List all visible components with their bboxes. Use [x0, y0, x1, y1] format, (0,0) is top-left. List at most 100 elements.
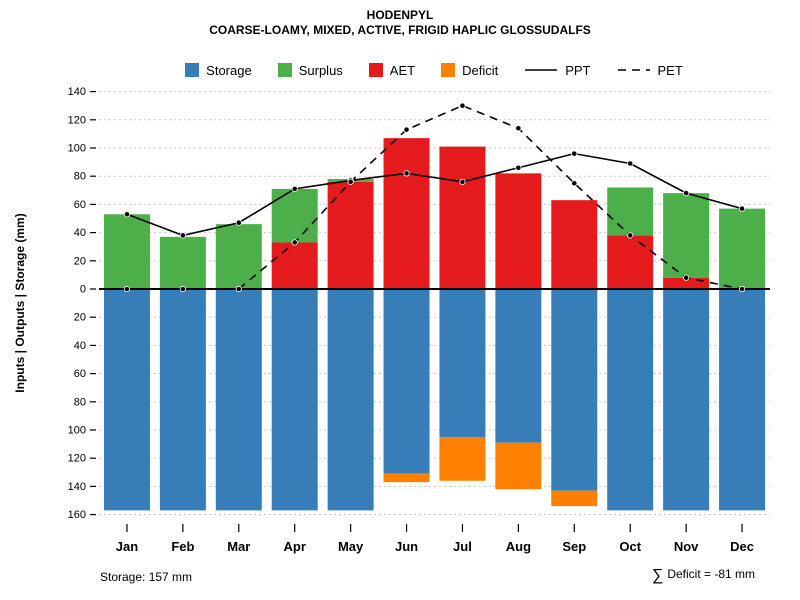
legend-label-surplus: Surplus — [298, 62, 343, 78]
legend-swatch-aet — [368, 63, 383, 77]
y-up-100-label: 100 — [68, 143, 86, 155]
pet-point-oct — [627, 232, 634, 239]
y-up-60-label: 60 — [74, 199, 86, 211]
legend-item-aet: AET — [368, 62, 416, 78]
x-tick-label-jul: Jul — [453, 539, 472, 554]
pet-point-aug — [515, 125, 522, 132]
bar-surplus-dec — [719, 208, 766, 289]
bar-deficit-aug — [495, 442, 542, 490]
bar-storage-dec — [719, 289, 766, 511]
x-tick-label-sep: Sep — [562, 539, 586, 554]
bar-surplus-oct — [607, 187, 654, 236]
y-up-20-label: 20 — [74, 255, 86, 267]
ppt-point-dec — [738, 205, 746, 212]
bar-aet-apr — [271, 242, 318, 289]
legend-label-aet: AET — [389, 62, 416, 78]
legend-item-ppt: PPT — [524, 62, 591, 78]
storage-note: Storage: 157 mm — [100, 570, 193, 584]
y-down-120-label: 120 — [68, 453, 86, 465]
bar-aet-oct — [607, 235, 654, 289]
y-up-120-label: 120 — [68, 114, 86, 126]
bar-deficit-sep — [551, 490, 598, 507]
bar-storage-oct — [607, 289, 654, 511]
bar-storage-sep — [551, 289, 598, 491]
bar-aet-may — [327, 181, 374, 289]
ppt-point-oct — [627, 160, 634, 167]
legend-label-storage: Storage — [206, 62, 252, 78]
x-tick-label-aug: Aug — [506, 539, 531, 554]
legend-item-surplus: Surplus — [277, 62, 343, 78]
bar-deficit-jul — [439, 437, 486, 481]
ppt-point-jan — [123, 211, 131, 218]
pet-point-apr — [291, 239, 298, 246]
pet-point-may — [347, 178, 354, 185]
bar-surplus-mar — [215, 224, 262, 289]
pet-line — [126, 104, 743, 290]
ppt-point-sep — [571, 150, 578, 157]
x-tick-label-nov: Nov — [674, 539, 699, 554]
legend-swatch-surplus — [277, 63, 292, 77]
deficit-note-text: Deficit = -81 mm — [667, 567, 755, 581]
bar-deficit-jun — [383, 473, 430, 483]
bar-aet-jul — [439, 146, 486, 289]
y-down-160-label: 160 — [68, 509, 86, 521]
bar-storage-aug — [495, 289, 542, 443]
y-down-100-label: 100 — [68, 425, 86, 437]
legend-item-storage: Storage — [185, 63, 252, 78]
ppt-point-nov — [683, 190, 690, 197]
deficit-note: ∑ Deficit = -81 mm — [652, 567, 755, 585]
legend-label-ppt: PPT — [565, 62, 591, 78]
pet-point-dec — [738, 285, 746, 293]
bar-surplus-jan — [103, 214, 150, 289]
pet-point-feb — [179, 285, 186, 293]
y-up-0-label: 0 — [80, 284, 86, 296]
legend-item-deficit: Deficit — [441, 63, 498, 78]
y-down-60-label: 60 — [74, 368, 86, 380]
y-down-140-label: 140 — [68, 481, 86, 493]
x-tick-label-mar: Mar — [227, 539, 250, 554]
y-down-40-label: 40 — [74, 340, 86, 352]
bar-storage-jul — [439, 289, 486, 438]
pet-point-sep — [571, 180, 578, 187]
ppt-point-apr — [291, 185, 298, 192]
legend-swatch-storage — [185, 63, 200, 77]
bar-surplus-feb — [159, 236, 206, 289]
x-tick-label-feb: Feb — [171, 539, 194, 554]
bar-surplus-nov — [663, 193, 710, 278]
pet-point-nov — [683, 274, 690, 281]
ppt-point-jun — [403, 170, 410, 177]
x-tick-label-apr: Apr — [284, 539, 306, 554]
chart-subtitle: COARSE-LOAMY, MIXED, ACTIVE, FRIGID HAPL… — [209, 23, 591, 37]
bar-surplus-apr — [271, 188, 318, 243]
y-up-80-label: 80 — [74, 171, 86, 183]
pet-point-jun — [403, 126, 410, 133]
bar-aet-aug — [495, 173, 542, 289]
bar-storage-jun — [383, 289, 430, 474]
sigma-symbol: ∑ — [651, 567, 664, 584]
legend-label-pet: PET — [657, 62, 683, 78]
pet-point-jul — [459, 102, 466, 109]
x-tick-label-jun: Jun — [395, 539, 418, 554]
ppt-point-jul — [459, 178, 466, 185]
x-tick-label-may: May — [338, 539, 364, 554]
ppt-point-feb — [179, 232, 186, 239]
chart-title: HODENPYL — [366, 8, 434, 22]
bar-aet-nov — [663, 277, 710, 289]
pet-point-mar — [235, 285, 242, 293]
y-down-20-label: 20 — [74, 312, 86, 324]
chart-legend: Storage Surplus AET Deficit PPT PET — [0, 60, 800, 80]
plot-area: Inputs | Outputs | Storage (mm) 0 20 40 60 8… — [13, 86, 770, 554]
y-down-80-label: 80 — [74, 396, 86, 408]
ppt-point-mar — [235, 219, 242, 226]
ppt-point-aug — [515, 164, 522, 171]
legend-item-pet: PET — [617, 63, 683, 78]
y-up-40-label: 40 — [74, 227, 86, 239]
legend-line-sample-ppt — [525, 69, 558, 71]
pet-point-jan — [123, 285, 131, 293]
x-tick-label-dec: Dec — [730, 539, 754, 554]
bar-aet-sep — [551, 200, 598, 289]
legend-label-deficit: Deficit — [462, 62, 499, 78]
bar-storage-feb — [159, 289, 206, 511]
legend-swatch-deficit — [441, 63, 456, 77]
